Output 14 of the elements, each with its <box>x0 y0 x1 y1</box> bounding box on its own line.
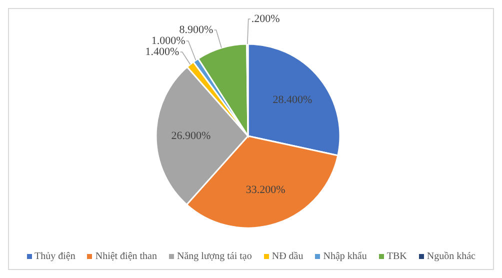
legend-label: Năng lượng tái tạo <box>177 251 252 262</box>
data-label: 28.400% <box>272 94 312 106</box>
legend-label: TBK <box>386 251 407 262</box>
data-label: 1.000% <box>151 35 186 47</box>
data-label: 1.400% <box>145 46 180 58</box>
data-label: 26.900% <box>171 130 211 142</box>
legend-label: Nhiệt điện than <box>95 251 157 262</box>
data-label: 33.200% <box>246 184 286 196</box>
legend-label: Nguồn khác <box>426 251 476 262</box>
data-label: 8.900% <box>179 24 214 36</box>
legend-label: Thủy điện <box>34 251 76 262</box>
legend-label: Nhập khẩu <box>323 251 367 262</box>
data-label: .200% <box>251 13 280 25</box>
legend-label: NĐ dầu <box>272 251 304 262</box>
